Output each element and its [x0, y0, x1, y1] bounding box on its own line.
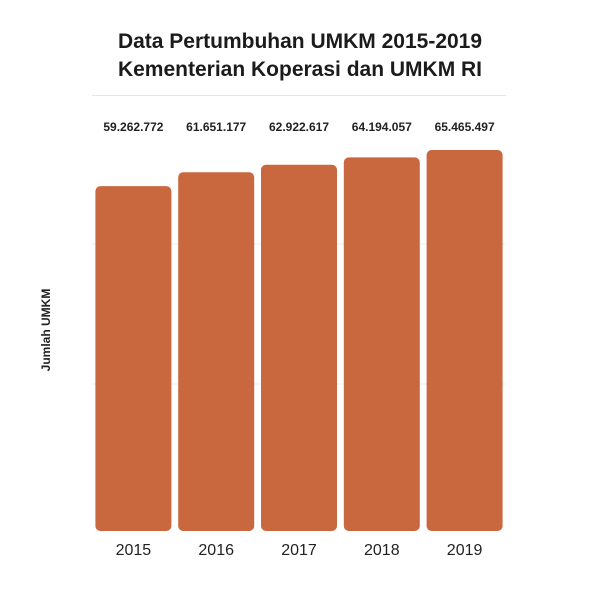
x-tick-label-2019: 2019	[447, 542, 483, 559]
x-tick-label-2017: 2017	[281, 542, 317, 559]
bar-value-label-2016: 61.651.177	[186, 120, 246, 134]
bar-2019	[426, 150, 503, 531]
bar-value-label-2018: 64.194.057	[352, 120, 412, 134]
chart-title-line-1: Data Pertumbuhan UMKM 2015-2019	[117, 30, 483, 53]
bar-value-label-2015: 59.262.772	[103, 120, 163, 134]
x-tick-label-2015: 2015	[116, 542, 152, 559]
bar-value-label-2017: 62.922.617	[269, 120, 329, 134]
bar-2018	[343, 157, 420, 531]
bar-value-label-2019: 65.465.497	[435, 120, 495, 134]
title-divider	[92, 95, 506, 96]
bar-2016	[178, 172, 255, 532]
chart-title: Data Pertumbuhan UMKM 2015-2019 Kementer…	[0, 28, 600, 84]
x-tick-label-2018: 2018	[364, 542, 400, 559]
x-tick-label-2016: 2016	[198, 542, 234, 559]
bar-2015	[95, 186, 172, 531]
chart-title-line-2: Kementerian Koperasi dan UMKM RI	[117, 58, 483, 81]
bar-2017	[261, 164, 337, 532]
